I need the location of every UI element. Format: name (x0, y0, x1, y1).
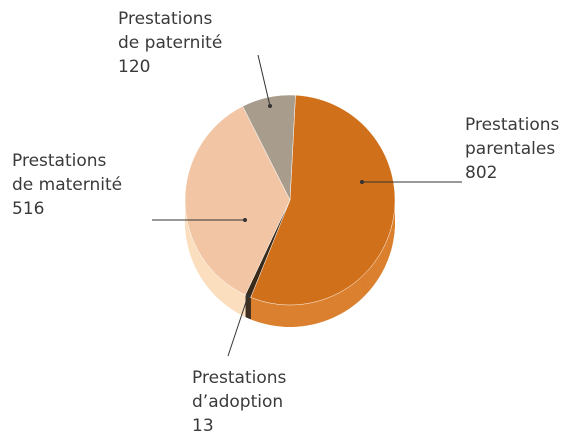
label-line: Prestations (192, 368, 287, 388)
slice-label: Prestations d’adoption 13 (192, 368, 287, 436)
label-line: Prestations (12, 151, 107, 171)
label-value: 120 (118, 57, 150, 77)
pie-slice (184, 105, 291, 296)
label-line: de maternité (12, 175, 122, 195)
leader-dot (246, 294, 250, 298)
label-line: d’adoption (192, 392, 283, 412)
label-line: de paternité (118, 33, 222, 53)
leader-dot (243, 218, 247, 222)
label-value: 516 (12, 199, 44, 219)
label-value: 13 (192, 416, 214, 436)
label-line: Prestations (118, 9, 213, 29)
label-line: parentales (465, 139, 555, 159)
slice-label: Prestations de maternité 516 (12, 151, 122, 219)
label-value: 802 (465, 163, 497, 183)
leader-line (227, 295, 249, 357)
leader-dot (268, 104, 272, 108)
slice-label: Prestations de paternité 120 (118, 9, 222, 77)
slice-label: Prestations parentales 802 (465, 115, 560, 183)
label-line: Prestations (465, 115, 560, 135)
leader-line (257, 54, 271, 107)
pie-slice (250, 94, 396, 306)
leader-dot (360, 180, 364, 184)
